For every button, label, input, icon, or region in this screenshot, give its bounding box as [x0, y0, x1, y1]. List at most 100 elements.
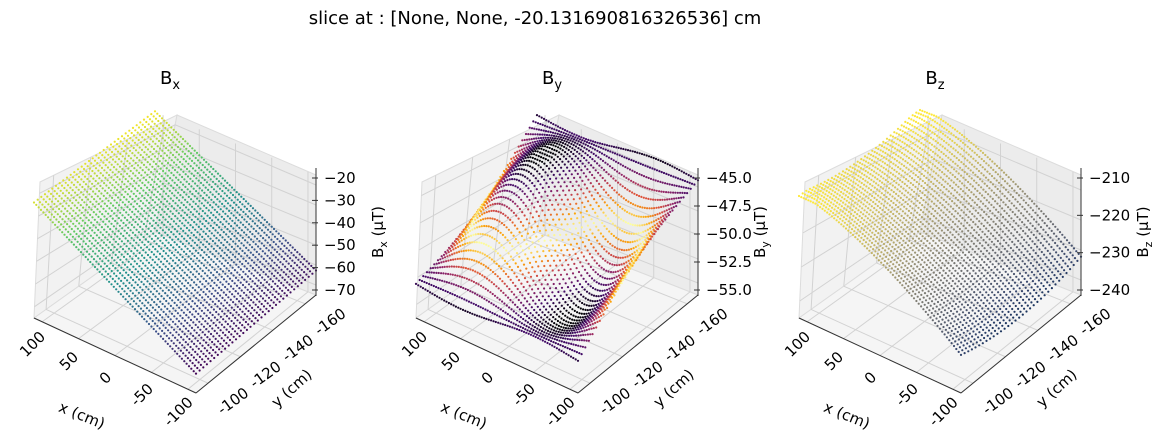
surface-point — [145, 320, 148, 323]
surface-point — [148, 201, 151, 204]
surface-point — [189, 177, 192, 180]
surface-point — [114, 160, 117, 163]
surface-point — [568, 348, 572, 351]
surface-point — [553, 137, 557, 140]
surface-point — [230, 333, 233, 336]
surface-point — [100, 226, 103, 229]
surface-point — [181, 150, 184, 153]
surface-point — [194, 156, 197, 160]
surface-point — [244, 213, 247, 216]
surface-point — [176, 312, 179, 315]
surface-point — [202, 217, 205, 220]
surface-point — [591, 316, 595, 320]
surface-point — [260, 229, 264, 232]
surface-point — [552, 134, 556, 137]
surface-point — [235, 297, 238, 301]
surface-point — [229, 285, 233, 288]
surface-point — [189, 284, 192, 287]
surface-point — [299, 261, 302, 264]
surface-point — [633, 170, 636, 173]
surface-point — [157, 305, 160, 309]
surface-point — [576, 338, 579, 341]
surface-point — [256, 319, 259, 322]
surface-point — [603, 143, 606, 146]
surface-point — [140, 315, 144, 318]
surface-point — [120, 193, 123, 196]
surface-point — [185, 193, 188, 196]
surface-point — [233, 330, 237, 333]
surface-point — [109, 156, 112, 159]
surface-point — [224, 272, 227, 275]
surface-point — [539, 145, 542, 148]
surface-point — [133, 308, 137, 311]
surface-point — [231, 253, 234, 256]
surface-point — [533, 292, 536, 295]
surface-point — [159, 335, 162, 338]
surface-point — [495, 305, 498, 308]
surface-point — [550, 228, 554, 232]
surface-point — [636, 224, 639, 227]
surface-point — [186, 247, 189, 250]
surface-point — [207, 295, 210, 298]
surface-point — [501, 323, 504, 326]
surface-point — [564, 314, 567, 317]
surface-point — [206, 214, 209, 217]
surface-point — [209, 298, 212, 301]
surface-point — [176, 325, 179, 328]
surface-point — [452, 283, 455, 286]
surface-point — [668, 164, 672, 167]
surface-point — [517, 153, 520, 156]
surface-point — [73, 171, 76, 174]
surface-point — [656, 222, 659, 225]
surface-point — [624, 256, 627, 259]
surface-point — [563, 181, 566, 184]
surface-point — [235, 191, 238, 194]
surface-point — [97, 228, 100, 232]
surface-point — [590, 304, 593, 307]
surface-point — [216, 211, 219, 214]
surface-point — [231, 232, 234, 235]
surface-point — [612, 159, 615, 162]
surface-point — [577, 140, 580, 143]
surface-point — [490, 209, 493, 212]
surface-point — [454, 247, 457, 250]
surface-point — [248, 256, 251, 259]
surface-point — [547, 120, 550, 123]
surface-point — [537, 287, 540, 290]
surface-point — [196, 172, 199, 175]
surface-point — [550, 139, 553, 142]
surface-point — [432, 284, 435, 288]
surface-point — [585, 141, 589, 144]
surface-point — [214, 351, 217, 354]
surface-point — [186, 308, 189, 311]
surface-point — [547, 143, 550, 146]
surface-point — [538, 334, 541, 337]
surface-point — [149, 304, 152, 307]
surface-point — [610, 157, 613, 160]
surface-point — [292, 280, 295, 283]
surface-point — [631, 264, 634, 267]
surface-point — [550, 143, 553, 146]
surface-point — [125, 258, 128, 261]
surface-point — [578, 319, 581, 322]
surface-point — [627, 248, 631, 251]
surface-point — [112, 166, 116, 169]
surface-point — [174, 309, 177, 312]
surface-point — [153, 135, 156, 138]
surface-point — [214, 170, 217, 173]
surface-point — [127, 142, 131, 145]
surface-point — [224, 320, 227, 323]
surface-point — [594, 315, 597, 318]
surface-point — [434, 277, 437, 281]
surface-point — [180, 261, 183, 264]
surface-point — [208, 352, 211, 355]
surface-point — [173, 328, 176, 331]
surface-point — [151, 153, 154, 156]
surface-point — [601, 142, 604, 146]
surface-point — [293, 288, 296, 291]
surface-point — [567, 311, 570, 314]
surface-point — [164, 172, 167, 175]
surface-point — [639, 242, 642, 245]
surface-point — [104, 189, 107, 192]
surface-point — [187, 195, 190, 198]
